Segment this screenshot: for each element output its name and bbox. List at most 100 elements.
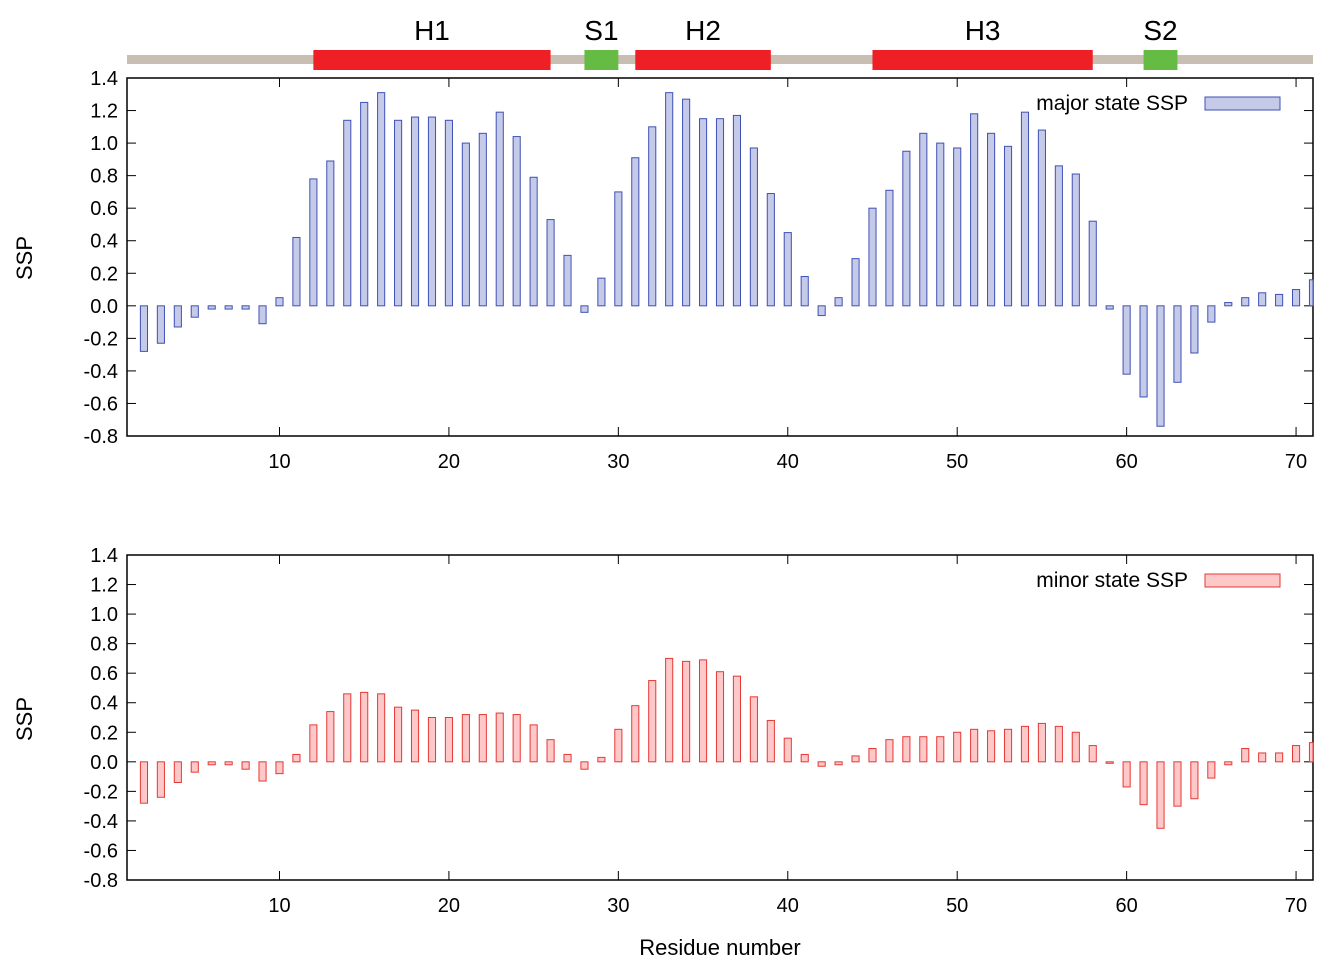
bar-residue-24: [512, 714, 521, 763]
bar-residue-14: [343, 693, 352, 763]
bar-residue-62: [1156, 761, 1165, 829]
bar-residue-34: [682, 98, 691, 307]
bar-residue-53: [1003, 145, 1013, 307]
bar-residue-17: [394, 119, 403, 307]
y-tick-label: 0.0: [90, 752, 118, 774]
bar-residue-36: [715, 118, 725, 307]
y-tick-label: 1.2: [90, 101, 118, 123]
ss-label-h2: H2: [685, 15, 721, 46]
bar-residue-14: [343, 119, 352, 307]
bar-residue-69: [1275, 293, 1284, 307]
y-tick-label: 0.2: [90, 263, 118, 285]
ss-element-s1: [584, 50, 619, 70]
bar-residue-28: [580, 761, 589, 770]
y-tick-label: -0.2: [84, 328, 118, 350]
bar-residue-15: [360, 101, 369, 307]
bar-residue-49: [936, 736, 945, 763]
y-tick-label: -0.8: [84, 870, 118, 892]
bar-residue-17: [394, 706, 403, 763]
bar-residue-50: [953, 731, 962, 763]
bar-residue-45: [868, 207, 877, 307]
bar-residue-31: [631, 157, 640, 307]
bar-residue-46: [885, 189, 894, 307]
x-tick-label: 40: [777, 451, 799, 473]
bar-residue-27: [563, 254, 572, 307]
bar-residue-36: [715, 671, 725, 763]
bar-residue-44: [851, 755, 860, 763]
bar-residue-13: [326, 160, 335, 307]
bar-residue-20: [444, 119, 453, 307]
bar-residue-28: [580, 305, 589, 313]
bar-residue-9: [258, 761, 267, 782]
bar-residue-35: [698, 659, 708, 763]
bar-residue-56: [1054, 165, 1063, 307]
bar-residue-65: [1207, 761, 1216, 779]
bar-residue-43: [834, 297, 843, 307]
y-axis-label: SSP: [12, 236, 37, 280]
y-tick-label: 0.4: [90, 693, 118, 715]
bar-residue-25: [529, 176, 538, 307]
bar-residue-55: [1037, 722, 1046, 763]
bar-residue-66: [1224, 302, 1233, 307]
y-tick-label: 0.8: [90, 634, 118, 656]
y-axis-label: SSP: [12, 697, 37, 741]
bar-residue-42: [817, 761, 826, 767]
bar-residue-18: [410, 116, 420, 307]
bar-residue-68: [1258, 292, 1267, 307]
ss-label-h3: H3: [965, 15, 1001, 46]
bar-residue-65: [1207, 305, 1216, 323]
bar-residue-54: [1020, 725, 1030, 763]
legend-label: minor state SSP: [1036, 569, 1188, 592]
bar-residue-60: [1122, 305, 1131, 375]
bar-residue-13: [326, 711, 335, 763]
x-tick-label: 60: [1116, 451, 1138, 473]
bar-residue-22: [478, 132, 487, 307]
x-tick-label: 70: [1285, 895, 1307, 917]
bar-residue-63: [1173, 305, 1182, 383]
bar-residue-3: [156, 761, 165, 798]
y-tick-label: -0.6: [84, 393, 118, 415]
bar-residue-5: [190, 305, 199, 318]
bar-residue-34: [682, 660, 691, 763]
y-tick-label: 0.8: [90, 166, 118, 188]
bar-residue-53: [1003, 728, 1013, 763]
bar-residue-4: [173, 305, 182, 328]
bar-residue-37: [732, 114, 742, 307]
bar-residue-11: [292, 236, 301, 307]
bar-residue-68: [1258, 752, 1267, 763]
y-tick-label: -0.4: [84, 811, 118, 833]
bar-residue-70: [1291, 289, 1301, 307]
bar-residue-47: [902, 736, 911, 763]
x-tick-label: 60: [1116, 895, 1138, 917]
bar-residue-63: [1173, 761, 1182, 807]
bar-residue-21: [461, 714, 470, 763]
bar-residue-23: [495, 111, 504, 307]
x-tick-label: 10: [268, 895, 290, 917]
bar-residue-52: [987, 730, 996, 763]
y-tick-label: -0.6: [84, 840, 118, 862]
y-tick-label: 0.6: [90, 198, 118, 220]
bar-residue-12: [309, 724, 318, 763]
y-tick-label: -0.8: [84, 426, 118, 448]
x-tick-label: 20: [438, 895, 460, 917]
bar-residue-16: [377, 693, 386, 763]
bar-residue-49: [936, 142, 945, 307]
x-tick-label: 50: [946, 451, 968, 473]
bar-residue-15: [360, 691, 369, 763]
bar-residue-32: [648, 126, 657, 307]
y-tick-label: 1.2: [90, 575, 118, 597]
bar-residue-44: [851, 258, 860, 307]
y-tick-label: 0.4: [90, 231, 118, 253]
bar-residue-29: [597, 277, 606, 307]
bar-residue-42: [817, 305, 826, 317]
y-tick-label: 1.0: [90, 133, 118, 155]
secondary-structure-track: H1 S1 H2 H3 S2: [127, 15, 1313, 70]
x-tick-label: 10: [268, 451, 290, 473]
bar-residue-2: [139, 305, 149, 352]
bar-residue-2: [139, 761, 149, 804]
bar-residue-58: [1088, 745, 1097, 763]
minor-state-panel: -0.8 -0.6 -0.4 -0.2 0.0 0.2 0.4 0.6 0.8 1.0 1.2 1.4…: [12, 545, 1314, 917]
bar-residue-56: [1054, 725, 1063, 763]
bar-residue-38: [749, 696, 758, 763]
bar-residue-22: [478, 714, 487, 763]
